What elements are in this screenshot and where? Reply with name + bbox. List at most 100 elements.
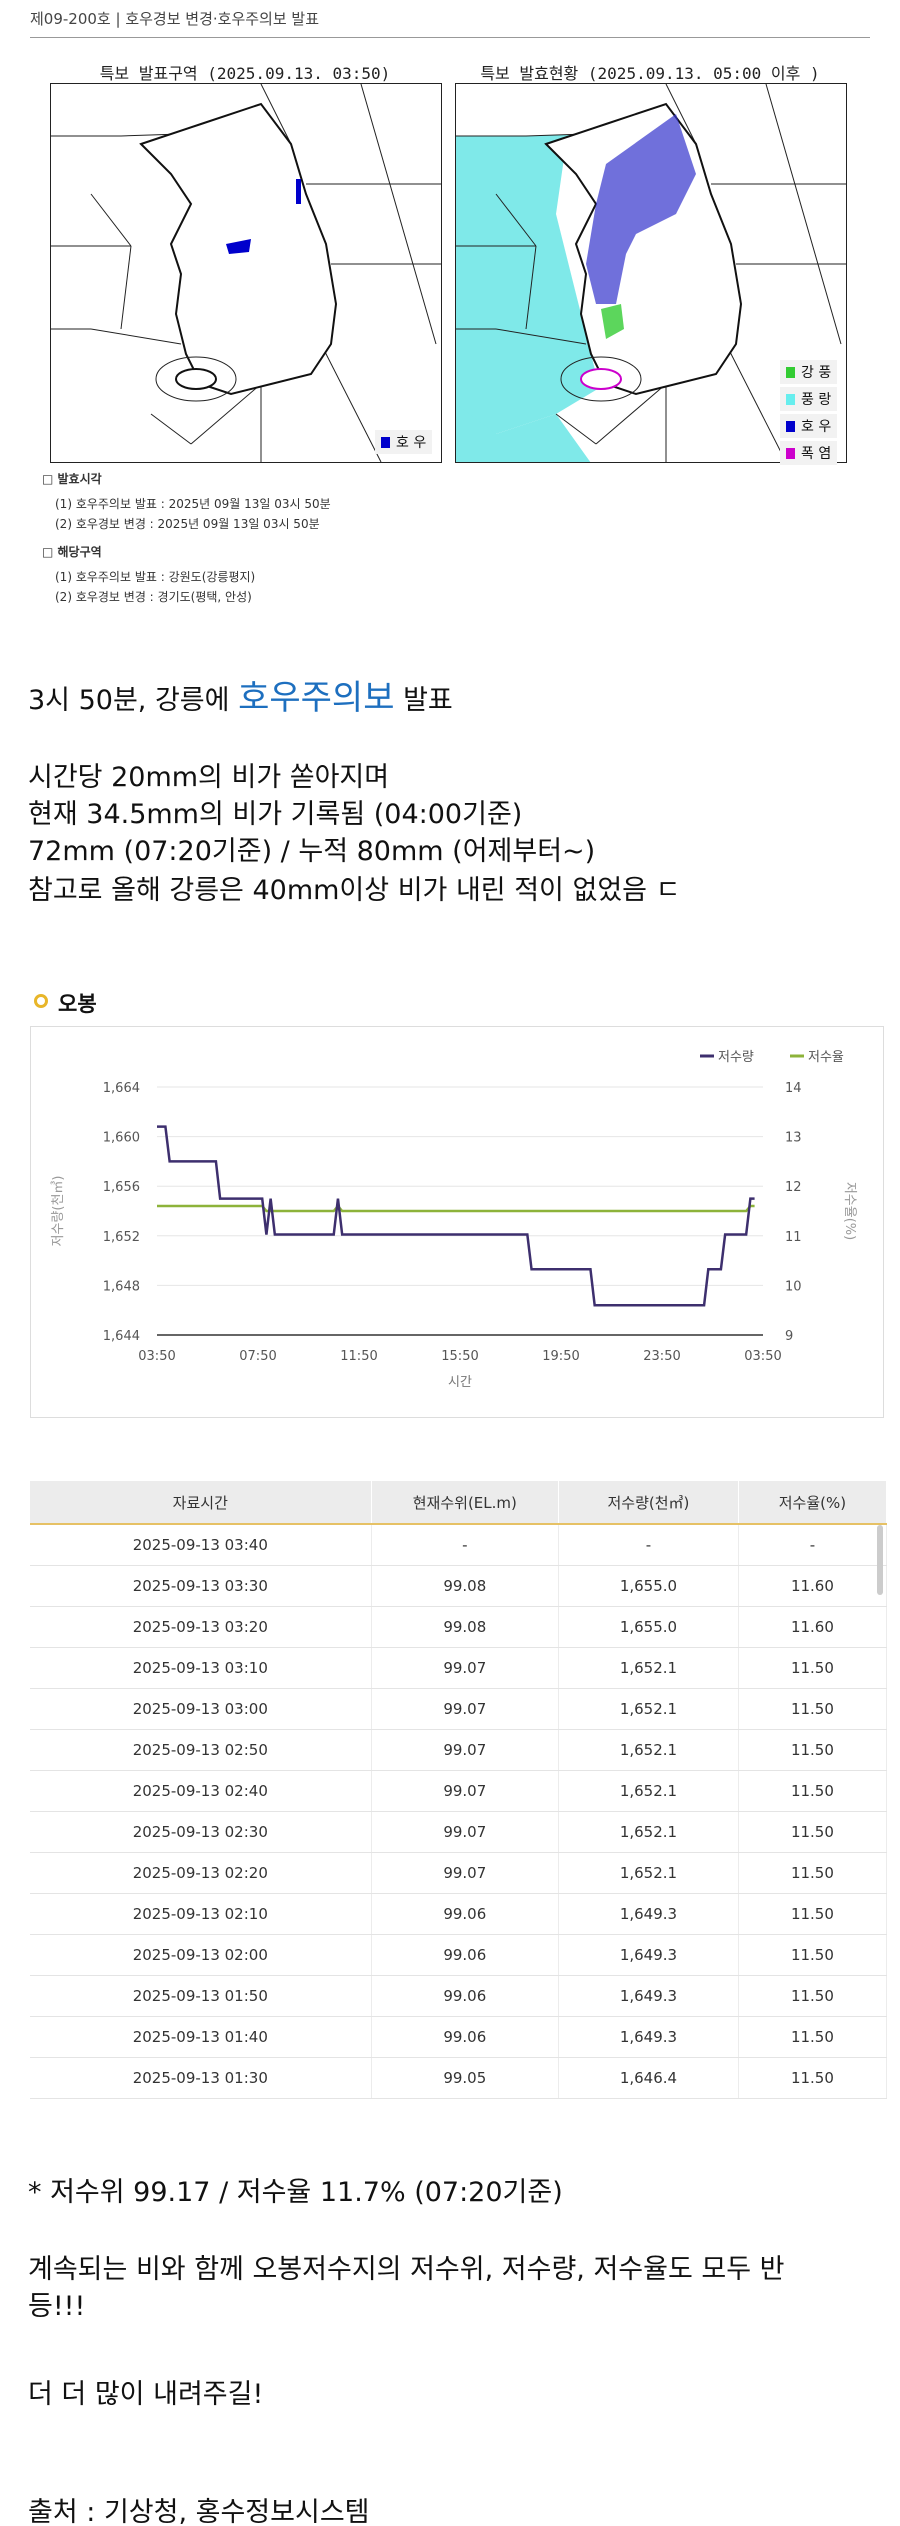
table-cell: 99.07 [371, 1647, 560, 1689]
column-header[interactable]: 저수량(천㎥) [558, 1481, 739, 1525]
table-cell: 1,649.3 [558, 1975, 739, 2017]
table-cell: 2025-09-13 02:00 [30, 1934, 372, 1976]
table-cell: 11.50 [738, 2016, 888, 2058]
table-cell: 1,652.1 [558, 1811, 739, 1853]
y-right-tick-label: 12 [785, 1180, 802, 1195]
y-tick-label: 1,656 [103, 1180, 140, 1195]
table-cell: 11.50 [738, 1975, 888, 2017]
heavy-rain-zone [296, 179, 301, 204]
chart-title: 오봉 [58, 992, 97, 1016]
column-header[interactable]: 저수율(%) [738, 1481, 888, 1525]
table-cell: 1,652.1 [558, 1729, 739, 1771]
post-line: 현재 34.5mm의 비가 기록됨 (04:00기준) [28, 799, 523, 830]
zone-boundary [765, 84, 842, 345]
post-line: 더 더 많이 내려주길! [28, 2379, 264, 2410]
table-cell: 11.50 [738, 1852, 888, 1894]
zone-boundary [150, 413, 192, 445]
column-header[interactable]: 현재수위(EL.m) [371, 1481, 560, 1525]
zone-boundary [595, 383, 667, 445]
bulletin-title: 제09-200호 | 호우경보 변경·호우주의보 발표 [30, 10, 320, 28]
zone-boundary [725, 343, 787, 462]
x-tick-label: 03:50 [138, 1349, 175, 1364]
legend-label: 호 우 [396, 435, 427, 451]
heavy-rain-zone [226, 239, 251, 254]
table-cell: 99.07 [371, 1770, 560, 1812]
column-header[interactable]: 자료시간 [30, 1481, 372, 1525]
table-cell: 99.07 [371, 1852, 560, 1894]
table-cell: 2025-09-13 02:10 [30, 1893, 372, 1935]
table-row: 2025-09-13 02:30 99.07 1,652.1 11.50 [30, 1811, 888, 1853]
table-cell: 11.50 [738, 1934, 888, 1976]
table-cell: 1,652.1 [558, 1852, 739, 1894]
y-right-tick-label: 14 [785, 1081, 802, 1096]
table-row: 2025-09-13 03:00 99.07 1,652.1 11.50 [30, 1688, 888, 1730]
table-cell: 1,655.0 [558, 1606, 739, 1648]
y-right-tick-label: 10 [785, 1279, 802, 1294]
table-cell: 99.06 [371, 1893, 560, 1935]
legend-swatch [786, 420, 795, 432]
zone-boundary [665, 84, 697, 145]
table-row: 2025-09-13 02:10 99.06 1,649.3 11.50 [30, 1893, 888, 1935]
legend-label: 강 풍 [801, 365, 832, 381]
legend-item: 풍 랑 [780, 387, 838, 411]
post-line: 시간당 20mm의 비가 쏟아지며 [28, 762, 390, 793]
legend-label: 풍 랑 [801, 392, 832, 408]
table-cell: 2025-09-13 02:30 [30, 1811, 372, 1853]
table-cell: 2025-09-13 03:20 [30, 1606, 372, 1648]
sea-warning-zone [456, 134, 606, 462]
x-tick-label: 03:50 [744, 1349, 781, 1364]
post-line: 3시 50분, 강릉에 호우주의보 발표 [28, 670, 453, 719]
table-cell: 2025-09-13 01:40 [30, 2016, 372, 2058]
area-item: (2) 호우경보 변경 : 경기도(평택, 안성) [55, 590, 252, 604]
issue-time-heading: □ 발효시각 [42, 472, 102, 486]
post-line: 등!!! [28, 2291, 86, 2322]
issue-time-item: (1) 호우주의보 발표 : 2025년 09월 13일 03시 50분 [55, 497, 331, 511]
table-row: 2025-09-13 03:40- - - [30, 1524, 888, 1566]
table-cell: 1,652.1 [558, 1647, 739, 1689]
table-cell: 1,646.4 [558, 2057, 739, 2099]
table-cell: 11.50 [738, 1811, 888, 1853]
table-row: 2025-09-13 03:20 99.08 1,655.0 11.60 [30, 1606, 888, 1648]
table-cell: 99.06 [371, 1934, 560, 1976]
table-cell: 1,652.1 [558, 1770, 739, 1812]
legend-item: 강 풍 [780, 360, 838, 384]
issue-time-item: (2) 호우경보 변경 : 2025년 09월 13일 03시 50분 [55, 517, 320, 531]
post-text: 발표 [394, 685, 453, 716]
y-right-tick-label: 9 [785, 1329, 793, 1344]
table-cell: 11.50 [738, 1647, 888, 1689]
area-heading: □ 해당구역 [42, 545, 102, 559]
table-cell: 99.06 [371, 2016, 560, 2058]
post-text: 3시 50분, 강릉에 [28, 685, 239, 716]
table-row: 2025-09-13 02:40 99.07 1,652.1 11.50 [30, 1770, 888, 1812]
zone-boundary [260, 84, 292, 145]
table-cell: 1,649.3 [558, 1893, 739, 1935]
table-cell: 2025-09-13 02:50 [30, 1729, 372, 1771]
table-cell: 2025-09-13 03:00 [30, 1688, 372, 1730]
circle-bullet-icon [34, 994, 48, 1008]
x-tick-label: 11:50 [340, 1349, 377, 1364]
table-cell: 99.08 [371, 1565, 560, 1607]
legend-swatch [381, 436, 390, 448]
table-cell: 1,655.0 [558, 1565, 739, 1607]
table-row: 2025-09-13 03:30 99.08 1,655.0 11.60 [30, 1565, 888, 1607]
table-cell: 11.50 [738, 1688, 888, 1730]
warning-map-issued [50, 83, 442, 463]
table-cell: 2025-09-13 03:30 [30, 1565, 372, 1607]
table-row: 2025-09-13 01:30 99.05 1,646.4 11.50 [30, 2057, 888, 2099]
table-cell: - [371, 1524, 560, 1566]
legend-item: 폭 염 [780, 441, 838, 465]
zone-boundary [320, 343, 382, 462]
legend-swatch [786, 393, 795, 405]
table-cell: 99.06 [371, 1975, 560, 2017]
table-cell: 1,652.1 [558, 1688, 739, 1730]
sea-warning-zone [456, 404, 666, 462]
table-cell: 11.50 [738, 1770, 888, 1812]
table-scrollbar[interactable] [877, 1525, 883, 1595]
post-line: 계속되는 비와 함께 오봉저수지의 저수위, 저수량, 저수율도 모두 반 [28, 2254, 785, 2285]
table-cell: 99.05 [371, 2057, 560, 2099]
legend-label: 폭 염 [801, 446, 832, 462]
table-cell: 11.60 [738, 1606, 888, 1648]
zone-boundary [190, 383, 262, 445]
jeju-island [580, 368, 622, 390]
